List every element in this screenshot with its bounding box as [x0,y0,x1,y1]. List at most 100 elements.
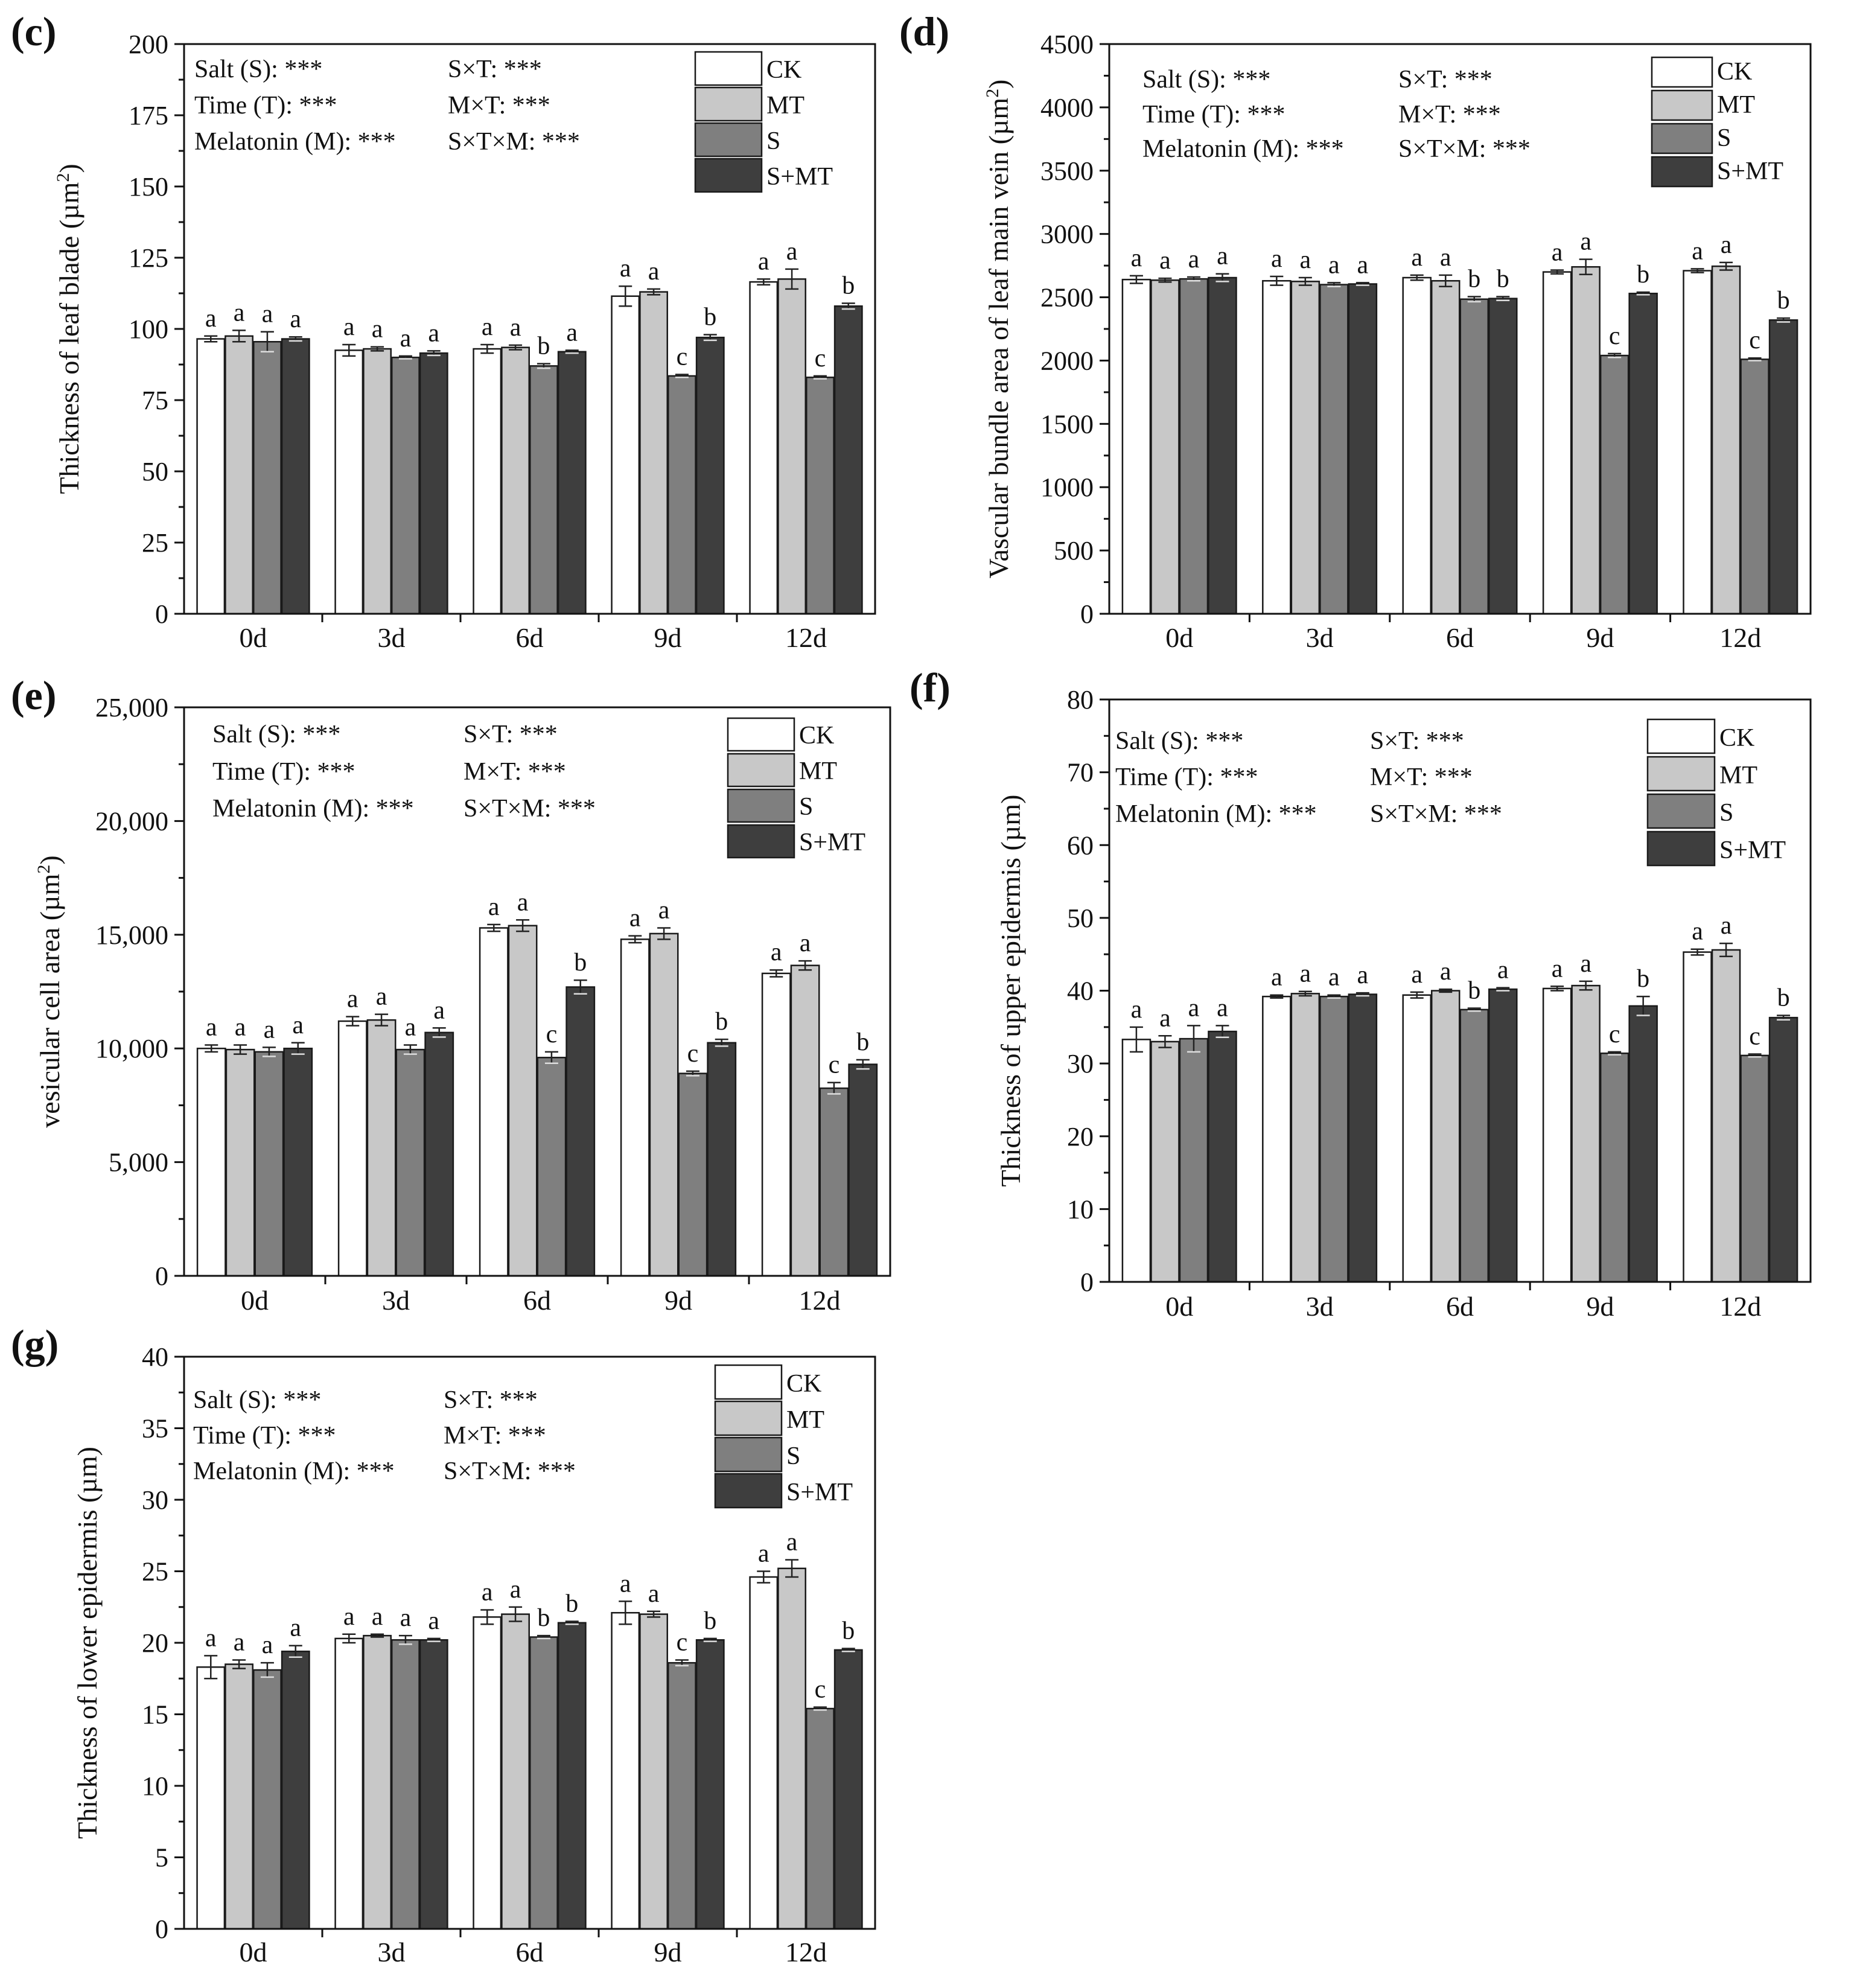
bar-splusmt-3d [419,1639,448,1930]
legend-swatch-splusmt [1651,156,1713,188]
bar-ck-6d [479,927,509,1277]
bar-mt-0d [225,335,253,615]
y-tick-label: 30 [142,1485,168,1515]
significance-letter: b [1777,984,1790,1012]
y-axis-title: Vascular bundle area of leaf main vein (… [983,80,1015,579]
significance-letter: a [771,938,782,966]
legend-label: S+MT [799,829,865,856]
y-tick-label: 0 [1080,599,1094,629]
stat-interaction: S×T×M: *** [448,128,580,156]
bar-ck-9d [620,938,650,1277]
significance-letter: a [290,305,301,333]
significance-letter: a [1300,246,1311,274]
significance-letter: a [1411,244,1422,272]
legend-label: S+MT [786,1479,853,1506]
bar-ck-0d [1121,1039,1152,1283]
significance-letter: b [537,1604,550,1632]
x-tick-label: 9d [1586,622,1614,653]
x-tick-label: 3d [1306,622,1334,653]
bar-splusmt-9d [707,1042,737,1277]
plot-frame [1108,43,1812,615]
bar-ck-12d [761,972,791,1277]
significance-letter: c [815,345,826,372]
plot-frame [183,43,876,615]
bar-mt-6d [1430,990,1461,1283]
stat-effect: Salt (S): *** [193,1386,321,1414]
bar-mt-0d [1150,1040,1180,1283]
bar-ck-9d [611,1611,640,1930]
y-tick-label: 150 [129,172,168,202]
significance-letter: a [1131,244,1142,272]
panel-f: (f) 0 10 20 30 40 50 60 70 80 Thickness of upper e… [909,664,1812,1322]
y-tick-label: 80 [1067,685,1094,715]
stat-effect: Salt (S): *** [212,721,340,748]
y-axis-title: vesicular cell area (µm2) [34,855,66,1127]
x-tick-label: 3d [378,1937,406,1967]
bar-s-6d [529,365,558,615]
bar-mt-0d [1150,279,1180,615]
bar-ck-9d [611,295,640,615]
significance-letter: b [1637,965,1649,993]
stat-interaction: S×T: *** [464,721,558,748]
significance-letter: a [620,1570,631,1598]
bar-mt-6d [508,925,538,1277]
y-tick-label: 20 [142,1628,168,1658]
bar-mt-0d [225,1663,253,1930]
significance-letter: a [235,1014,246,1042]
stat-effect: Melatonin (M): *** [193,1458,395,1485]
bar-splusmt-3d [424,1031,454,1277]
significance-letter: a [400,325,412,352]
significance-letter: b [537,333,550,360]
legend-swatch-ck [694,51,763,86]
y-tick-label: 125 [129,243,168,273]
bar-splusmt-12d [833,305,863,615]
significance-letter: b [704,303,716,331]
bar-splusmt-3d [419,352,448,615]
panel-label: (e) [11,672,56,718]
significance-letter: a [347,985,358,1013]
plot-frame [183,706,891,1277]
panel-g: (g) 0 5 10 15 20 25 30 35 40 Thickness of lower ep… [11,1321,876,1967]
significance-letter: b [565,1590,578,1617]
bar-s-3d [391,356,420,615]
bar-s-12d [806,1707,835,1930]
bar-s-12d [806,376,835,615]
significance-letter: c [677,343,688,371]
bar-splusmt-3d [1348,283,1378,615]
y-tick-label: 60 [1067,830,1094,860]
significance-letter: a [1692,237,1703,265]
bar-s-12d [1740,358,1770,615]
significance-letter: c [546,1021,558,1048]
stat-interaction: M×T: *** [464,758,566,786]
legend-label: S [1719,799,1733,827]
bar-s-3d [1319,284,1349,615]
x-tick-label: 0d [240,622,267,653]
legend-label: CK [1719,724,1754,752]
bar-ck-0d [196,338,226,615]
y-tick-label: 70 [1067,758,1094,788]
bar-splusmt-6d [565,986,596,1277]
bar-splusmt-12d [1768,319,1798,615]
bar-ck-0d [196,1666,226,1930]
bar-ck-12d [749,1576,779,1930]
y-tick-label: 25,000 [95,693,168,722]
bar-splusmt-9d [695,336,725,615]
significance-letter: b [842,1617,855,1645]
significance-letter: a [629,905,641,932]
y-axis-title: Thickness of lower epidermis (µm) [72,1447,103,1839]
bar-mt-3d [363,1634,392,1930]
bar-mt-3d [1290,993,1320,1283]
legend-label: S+MT [1719,836,1786,864]
y-tick-label: 40 [142,1342,168,1372]
bar-ck-0d [196,1047,226,1277]
significance-letter: a [205,305,217,333]
y-tick-label: 5 [155,1843,168,1873]
stat-interaction: S×T×M: *** [464,795,596,823]
significance-letter: a [510,1576,521,1604]
y-tick-label: 4000 [1040,93,1094,123]
stat-interaction: S×T: *** [1370,727,1464,755]
significance-letter: a [566,319,578,346]
y-tick-label: 15 [142,1700,168,1730]
stat-effect: Salt (S): *** [194,56,322,83]
bar-mt-12d [1711,949,1741,1283]
